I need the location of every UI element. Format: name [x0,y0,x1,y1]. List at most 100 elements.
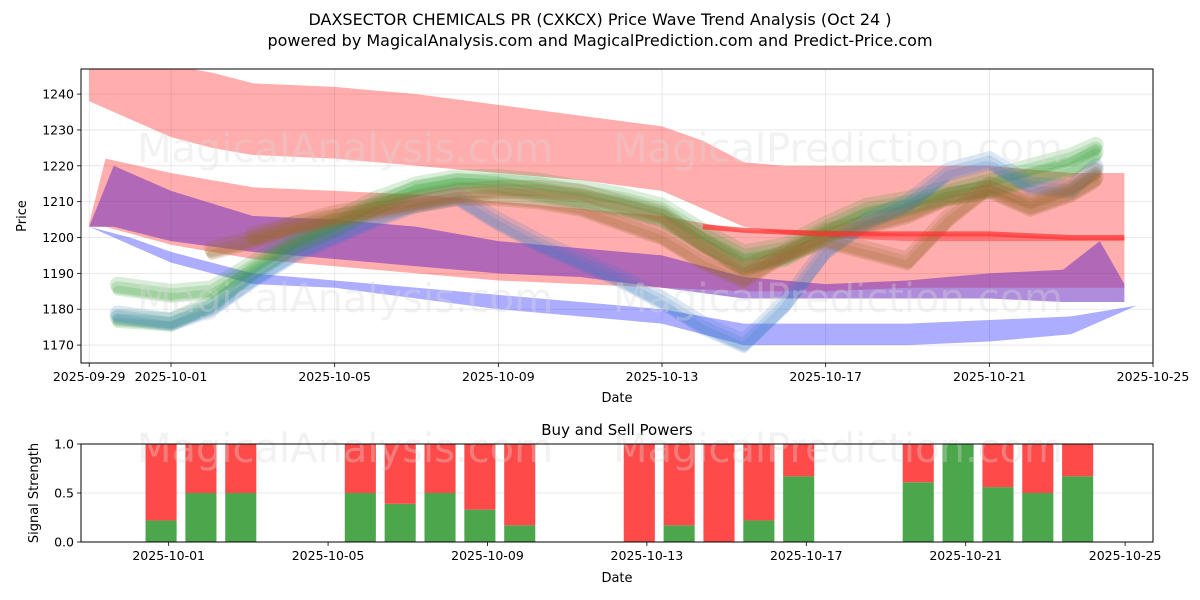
signal-y-axis-label: Signal Strength [27,443,42,543]
wave-path [109,151,1104,351]
y-tick-label: 0.0 [54,535,74,550]
wave-path [246,166,1103,287]
sell-power-bar [982,444,1014,488]
watermark: MagicalAnalysis.com [137,276,553,322]
y-tick-label: 1170 [42,338,74,353]
buy-power-bar [384,503,416,542]
x-tick-label: 2025-10-25 [1117,369,1190,384]
sell-power-bar [504,444,536,526]
x-tick-label: 2025-10-01 [132,548,205,563]
watermark: MagicalPrediction.com [613,126,1063,172]
wave-path [205,173,1103,277]
wave-path [109,144,1104,329]
x-tick-label: 2025-10-21 [929,548,1002,563]
price-grid [81,69,1154,363]
wave-path [111,155,1103,352]
chart-title: DAXSECTOR CHEMICALS PR (CXKCX) Price Wav… [308,10,892,29]
x-tick-label: 2025-09-29 [53,369,126,384]
x-tick-label: 2025-10-05 [298,369,371,384]
price-axes: 1170 1180 1190 1200 1210 1220 1230 1240 2025-09-… [42,87,1189,384]
x-tick-label: 2025-10-09 [462,369,535,384]
upper-red-band [89,69,1125,242]
watermark: MagicalAnalysis.com [137,426,553,472]
wave-path [111,148,1103,331]
y-tick-label: 1220 [42,158,74,173]
x-tick-label: 2025-10-21 [953,369,1026,384]
y-tick-label: 1240 [42,87,74,102]
buy-power-bar [464,509,496,542]
x-tick-label: 2025-10-17 [770,548,843,563]
x-tick-label: 2025-10-01 [135,369,208,384]
buy-power-bar [1062,476,1094,542]
wave-path [206,178,1101,278]
watermark: MagicalPrediction.com [613,276,1063,322]
y-tick-label: 1190 [42,266,74,281]
buy-power-bar [504,525,536,542]
sell-power-bar [623,444,655,542]
y-tick-label: 0.5 [54,486,74,501]
buy-power-bar [663,525,695,542]
sell-power-bar [225,444,257,493]
blue-band [89,226,1137,346]
signal-x-axis-label: Date [601,571,632,586]
y-tick-label: 1200 [42,230,74,245]
sell-power-bar [145,444,177,521]
buy-power-bar [1022,493,1054,542]
buy-power-bar [982,487,1014,542]
price-bands [89,69,1137,354]
buy-power-bar [743,520,775,542]
price-plot-frame [80,68,1154,364]
y-tick-label: 1230 [42,122,74,137]
x-tick-label: 2025-10-25 [1089,548,1162,563]
x-tick-label: 2025-10-13 [611,548,684,563]
y-tick-label: 1210 [42,194,74,209]
wave-path [109,136,1104,300]
wave-path [111,141,1103,302]
watermark: MagicalAnalysis.com [137,126,553,172]
sell-power-bar [1062,444,1094,477]
sell-power-bar [1022,444,1054,493]
sell-power-bar [663,444,695,526]
signal-axes: 0.0 0.5 1.0 2025-10-01 2025-10-05 2025-10-09 2… [54,437,1161,564]
buy-power-bar [225,493,257,542]
sell-power-bar [783,444,815,477]
signal-bars [145,444,1094,542]
y-tick-label: 1180 [42,302,74,317]
sell-power-bar [424,444,456,493]
price-x-axis-label: Date [601,391,632,406]
sell-power-bar [464,444,496,510]
wave-path [244,162,1104,286]
sell-power-bar [344,444,376,493]
sell-power-bar [703,444,735,542]
x-tick-label: 2025-10-09 [451,548,524,563]
red-trend-line [702,224,1125,240]
buy-power-bar [902,482,934,542]
buy-power-bar [424,493,456,542]
watermark: MagicalPrediction.com [613,426,1063,472]
wave-path [112,145,1101,303]
price-watermarks: MagicalAnalysis.com MagicalPrediction.co… [137,126,1063,322]
sell-power-bar [185,444,217,493]
sell-power-bar [384,444,416,504]
sell-power-bar [743,444,775,521]
x-tick-label: 2025-10-05 [292,548,365,563]
price-y-axis-label: Price [15,200,30,232]
x-tick-label: 2025-10-17 [789,369,862,384]
buy-power-bar [783,476,815,542]
chart-subtitle: powered by MagicalAnalysis.com and Magic… [267,31,933,50]
signal-chart-title: Buy and Sell Powers [541,421,693,439]
buy-power-bar [942,444,974,542]
purple-band [89,165,1125,302]
sell-power-bar [902,444,934,483]
wave-path [112,160,1101,354]
wave-path [112,153,1101,332]
wave-path [247,171,1101,289]
x-tick-label: 2025-10-13 [626,369,699,384]
buy-power-bar [185,493,217,542]
buy-power-bar [344,493,376,542]
y-tick-label: 1.0 [54,437,74,452]
buy-power-bar [145,520,177,542]
wave-path [203,169,1104,275]
signal-watermarks: MagicalAnalysis.com MagicalPrediction.co… [137,426,1063,472]
